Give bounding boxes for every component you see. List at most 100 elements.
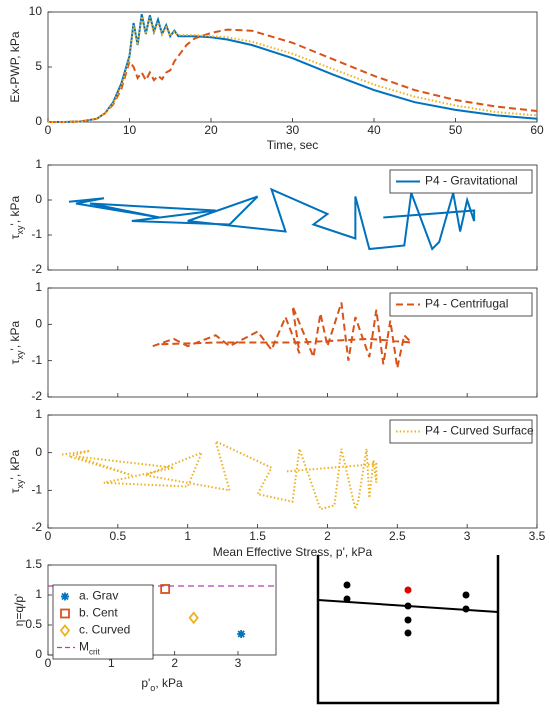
point	[60, 608, 70, 619]
sensor	[343, 581, 351, 589]
sensor	[404, 629, 412, 637]
series-line	[61, 439, 378, 513]
sensor-p4	[404, 586, 412, 594]
y-axis-label-rest: ', kPa	[8, 195, 22, 225]
x-axis-label-rest: , kPa	[155, 676, 183, 690]
x-tick-label: 50	[449, 123, 463, 137]
y-tick-label: -2	[31, 262, 42, 276]
y-tick-label: 1.5	[25, 557, 42, 571]
legend: P4 - Curved Surface	[389, 419, 534, 444]
x-tick-label: 30	[286, 123, 300, 137]
y-tick-label: 0	[35, 192, 42, 206]
x-tick-label: 1.5	[249, 529, 266, 543]
sensor	[462, 591, 470, 599]
x-tick-label: 3	[235, 656, 242, 670]
sensor	[404, 616, 412, 624]
point	[188, 611, 199, 625]
y-axis-label: τxy', kPa	[8, 195, 25, 239]
x-axis-label-main: p'	[141, 676, 150, 690]
y-axis-label: τxy', kPa	[8, 449, 25, 493]
legend-label: a. Grav	[79, 589, 118, 603]
series-line	[48, 28, 538, 123]
legend-label-sub: crit	[89, 647, 100, 656]
legend-label: Mcrit	[79, 640, 100, 656]
y-tick-label: -1	[31, 353, 42, 367]
y-axis-label: η=q/p'	[12, 594, 26, 627]
y-axis-label-sub: xy	[15, 479, 25, 489]
y-tick-label: 0	[35, 114, 42, 128]
plot-area	[48, 13, 538, 123]
y-tick-label: 0	[35, 647, 42, 661]
x-tick-label: 1	[184, 529, 191, 543]
point	[61, 592, 69, 601]
panel: -2 -1 0 1	[31, 157, 538, 276]
y-tick-label: 5	[35, 59, 42, 73]
y-axis-label-main: τ	[8, 488, 22, 493]
x-tick-label: 0	[45, 656, 52, 670]
y-axis-label-main: τ	[8, 234, 22, 239]
container	[316, 555, 500, 705]
y-axis-label-rest: ', kPa	[8, 320, 22, 350]
y-axis-label-sub: xy	[15, 350, 25, 360]
y-axis-label: τxy', kPa	[8, 320, 25, 364]
legend: P4 - Centrifugal	[389, 292, 533, 317]
y-tick-label: -2	[31, 389, 42, 403]
legend-box	[389, 419, 533, 444]
plot-area	[68, 187, 476, 251]
y-axis-label: Ex-PWP, kPa	[8, 31, 22, 102]
x-tick-label: 3.5	[529, 529, 546, 543]
y-tick-label: 1	[35, 280, 42, 294]
axes-frame	[47, 11, 538, 123]
sensor	[462, 605, 470, 613]
x-tick-label: 40	[367, 123, 381, 137]
y-tick-label: 0	[35, 317, 42, 331]
x-tick-label: 0.5	[110, 529, 127, 543]
point	[237, 630, 246, 638]
x-tick-label: 0	[45, 123, 52, 137]
panel: 0 10 20 30 40 50 60 0 5 10	[29, 4, 544, 137]
y-tick-label: -2	[31, 520, 42, 534]
y-tick-label: 0.5	[25, 617, 42, 631]
point	[160, 584, 171, 594]
legend-label: P4 - Gravitational	[425, 174, 518, 188]
x-tick-label: 60	[530, 123, 544, 137]
y-tick-label: 10	[29, 4, 43, 18]
legend: a. Grav b. Cent c. Curved Mcrit	[52, 584, 154, 660]
legend-label: c. Curved	[79, 623, 130, 637]
y-tick-label: 0	[35, 445, 42, 459]
x-axis-label-sub: o	[150, 683, 155, 693]
legend-label: b. Cent	[79, 606, 118, 620]
axes-frame	[47, 287, 538, 398]
y-tick-label: -1	[31, 227, 42, 241]
legend-box	[52, 584, 154, 660]
plot-area	[152, 302, 414, 369]
x-tick-label: 2	[324, 529, 331, 543]
x-tick-label: 0	[45, 529, 52, 543]
y-tick-label: -1	[31, 483, 42, 497]
series-line	[48, 13, 538, 123]
y-tick-label: 1	[35, 157, 42, 171]
sensor	[404, 602, 412, 610]
x-tick-label: 3	[464, 529, 471, 543]
x-tick-label: 1	[108, 656, 115, 670]
y-axis-label-sub: xy	[15, 225, 25, 235]
legend-box	[389, 169, 533, 194]
legend-label-main: M	[79, 640, 89, 654]
y-axis-label-rest: ', kPa	[8, 449, 22, 479]
y-tick-label: 1	[35, 407, 42, 421]
panel: 0 1 2 3 0 0.5 1 1.5	[25, 557, 277, 670]
axes-frame	[47, 564, 277, 656]
plot-area	[61, 439, 378, 513]
x-tick-label: 20	[204, 123, 218, 137]
x-axis-label: Mean Effective Stress, p', kPa	[213, 545, 373, 559]
x-axis-label: Time, sec	[267, 138, 319, 152]
y-tick-label: 1	[35, 587, 42, 601]
y-axis-label-main: τ	[8, 359, 22, 364]
site-diagram	[316, 555, 500, 705]
plot-area	[48, 584, 276, 638]
series-line	[152, 302, 414, 369]
x-tick-label: 2.5	[389, 529, 406, 543]
series-line	[68, 187, 476, 251]
panel: 0 0.5 1 1.5 2 2.5 3 3.5 -2 -1 0 1	[31, 407, 545, 543]
